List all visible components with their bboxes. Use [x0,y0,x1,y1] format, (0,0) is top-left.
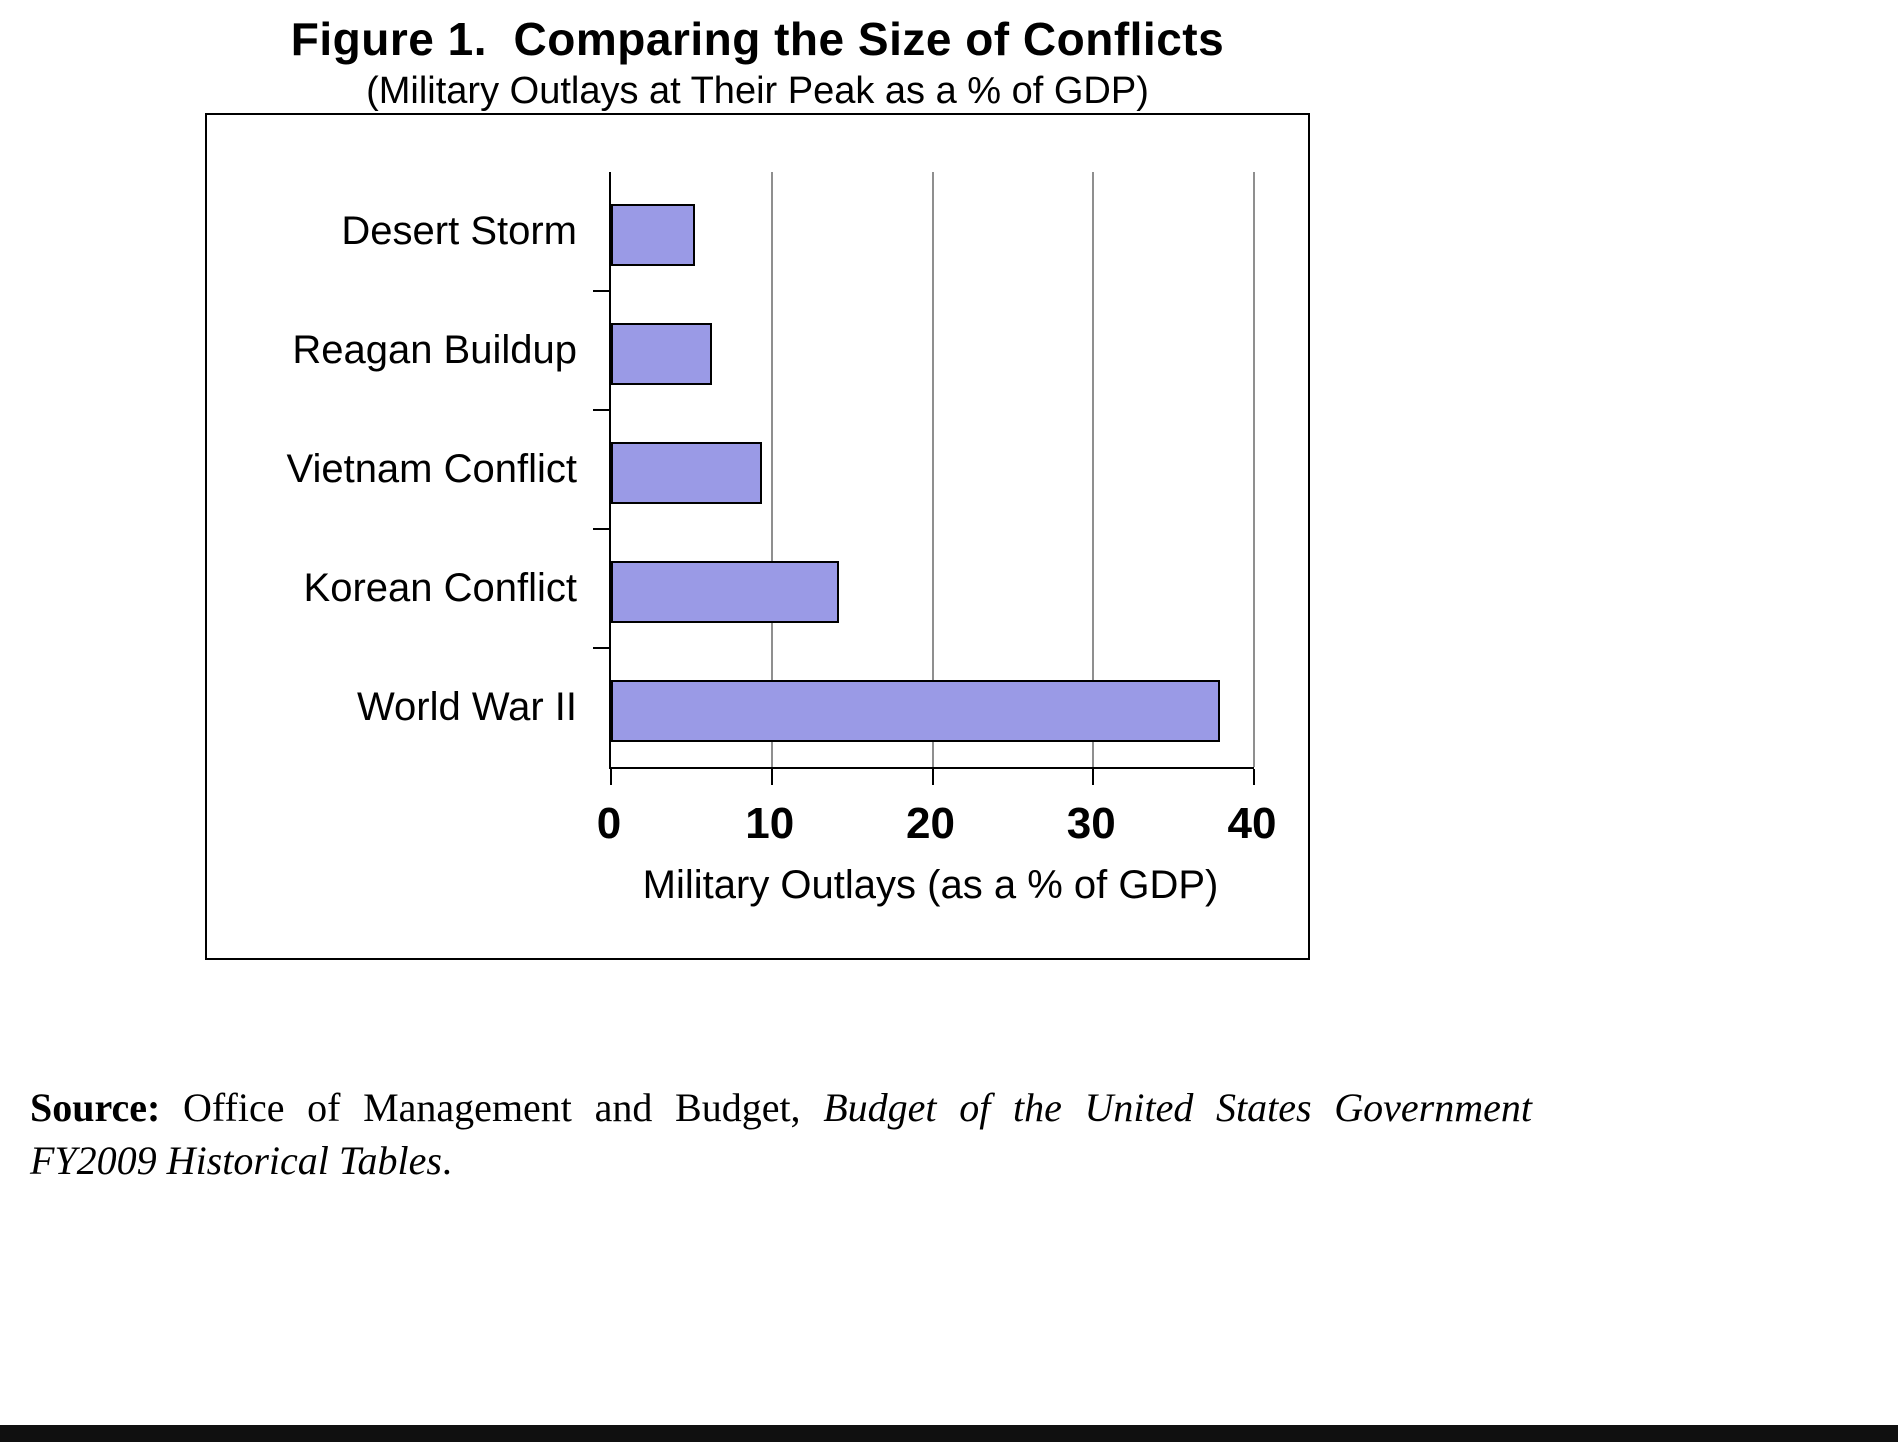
plot-area [593,172,1255,785]
y-axis-tick-1 [593,290,609,292]
gridline-20 [931,172,934,767]
gridline-40 [1253,172,1255,767]
source-text: Office of Management and Budget, [160,1085,824,1130]
bottom-bar [0,1425,1898,1442]
bar-vietnam-conflict [611,442,763,504]
source-note: Source: Office of Management and Budget,… [30,1082,1532,1188]
x-tick-label-20: 20 [906,799,955,848]
source-publication-title: Budget of the United States Government [823,1085,1532,1130]
y-axis-tick-3 [593,528,609,530]
category-axis-labels: Desert Storm Reagan Buildup Vietnam Confli… [207,172,577,767]
x-axis-tick-labels: 0 10 20 30 40 [597,799,1277,853]
category-label-world-war-ii: World War II [356,685,577,729]
gridline-10 [770,172,773,767]
bar-desert-storm [611,204,695,266]
source-period: . [441,1137,452,1183]
category-label-reagan-buildup: Reagan Buildup [292,328,577,372]
source-publication-title-cont: FY2009 Historical Tables [30,1137,442,1183]
category-label-desert-storm: Desert Storm [341,209,577,253]
chart-frame: Desert Storm Reagan Buildup Vietnam Confli… [205,113,1310,960]
bar-reagan-buildup [611,323,713,385]
source-label: Source: [30,1085,161,1130]
y-axis-tick-2 [593,409,609,411]
x-axis-title: Military Outlays (as a % of GDP) [642,863,1219,907]
figure-subtitle: (Military Outlays at Their Peak as a % o… [366,70,1149,112]
bar-korean-conflict [611,561,840,623]
bar-world-war-ii [611,680,1221,742]
figure-title: Figure 1. Comparing the Size of Conflict… [290,13,1225,65]
gridline-30 [1092,172,1095,767]
x-axis-tick-10 [770,769,773,785]
y-axis-tick-4 [593,647,609,649]
x-tick-label-0: 0 [596,799,622,848]
category-label-vietnam-conflict: Vietnam Conflict [286,447,577,491]
x-tick-label-30: 30 [1066,799,1116,848]
x-tick-label-40: 40 [1227,799,1277,848]
x-tick-label-10: 10 [745,799,795,848]
source-line-1: Source: Office of Management and Budget,… [30,1082,1532,1135]
x-axis-tick-0 [610,769,612,785]
x-axis-tick-30 [1092,769,1095,785]
source-line-2: FY2009 Historical Tables. [30,1135,1532,1188]
x-axis-tick-40 [1253,769,1255,785]
figure-header: Figure 1. Comparing the Size of Conflict… [205,12,1310,113]
category-label-korean-conflict: Korean Conflict [303,566,577,610]
x-axis-tick-20 [931,769,934,785]
